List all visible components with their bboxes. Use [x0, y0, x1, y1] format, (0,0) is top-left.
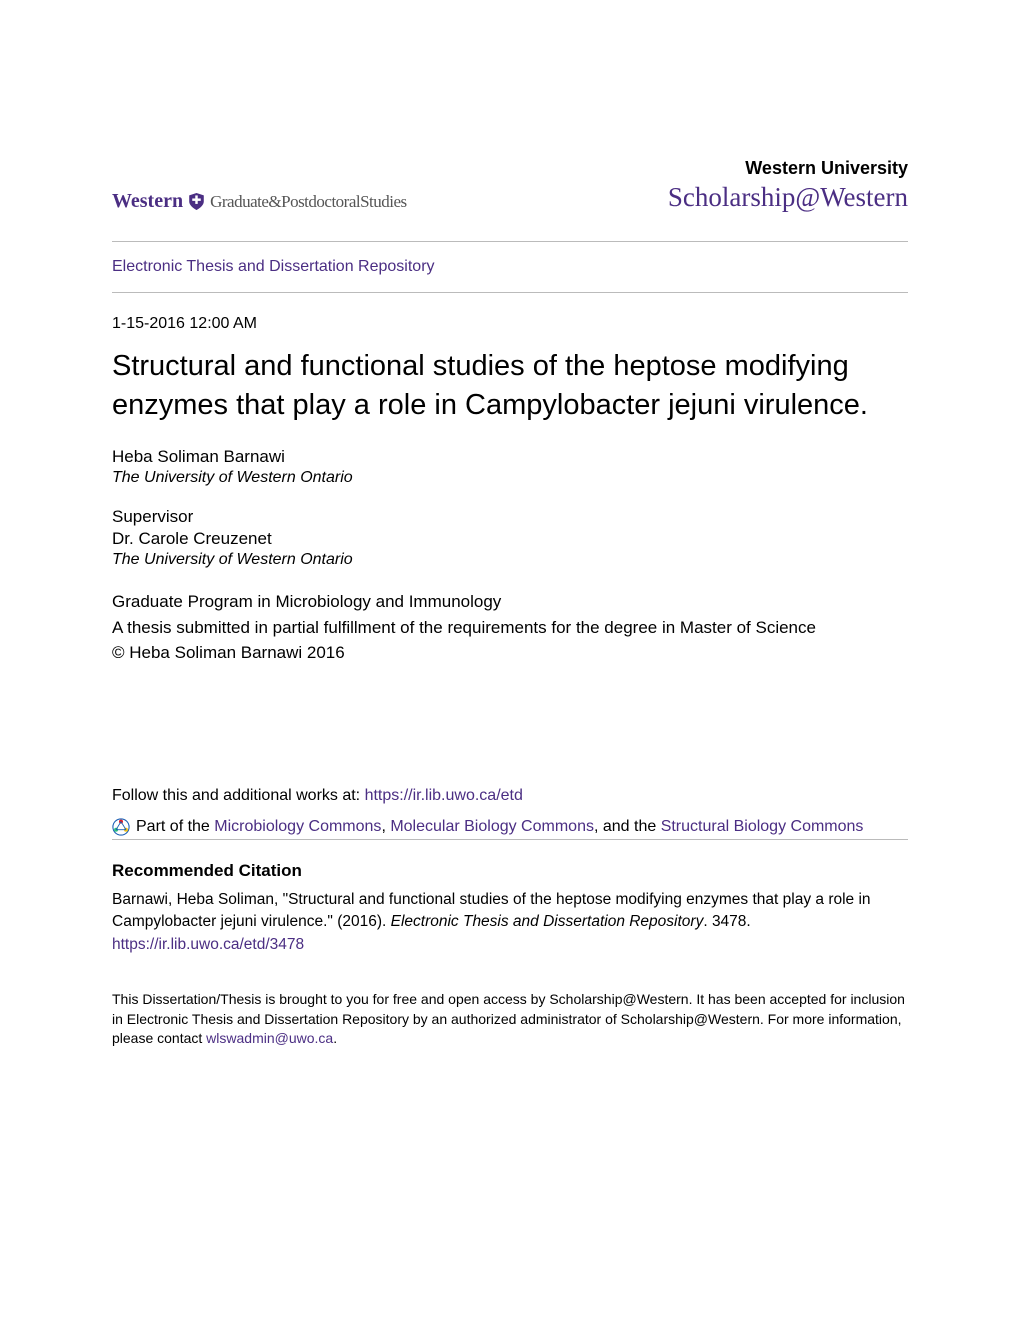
- supervisor-name: Dr. Carole Creuzenet: [112, 529, 908, 549]
- thesis-statement: A thesis submitted in partial fulfillmen…: [112, 615, 908, 641]
- commons-line: Part of the Microbiology Commons, Molecu…: [112, 815, 908, 840]
- record-title: Structural and functional studies of the…: [112, 347, 908, 425]
- commons-prefix: Part of the: [136, 818, 214, 835]
- divider: [112, 839, 908, 840]
- publication-date: 1-15-2016 12:00 AM: [112, 315, 908, 333]
- graduate-program: Graduate Program in Microbiology and Imm…: [112, 589, 908, 615]
- network-commons-icon: [112, 818, 130, 836]
- follow-line: Follow this and additional works at: htt…: [112, 784, 908, 809]
- citation-venue: Electronic Thesis and Dissertation Repos…: [391, 913, 704, 930]
- collection-link[interactable]: Electronic Thesis and Dissertation Repos…: [112, 258, 435, 276]
- divider: [112, 241, 908, 242]
- page-header: Western Graduate&PostdoctoralStudies Wes…: [112, 158, 908, 213]
- follow-block: Follow this and additional works at: htt…: [112, 784, 908, 1049]
- recommended-citation: Barnawi, Heba Soliman, "Structural and f…: [112, 889, 908, 956]
- repository-link[interactable]: Scholarship@Western: [668, 182, 908, 212]
- author-block: Heba Soliman Barnawi The University of W…: [112, 447, 908, 487]
- access-statement: This Dissertation/Thesis is brought to y…: [112, 990, 908, 1049]
- commons-link-3[interactable]: Structural Biology Commons: [661, 818, 864, 835]
- shield-icon: [189, 193, 204, 210]
- commons-text: Part of the Microbiology Commons, Molecu…: [136, 815, 908, 840]
- follow-intro: Follow this and additional works at:: [112, 787, 365, 804]
- institution-logo: Western Graduate&PostdoctoralStudies: [112, 190, 407, 213]
- institution-name: Western University: [668, 158, 908, 179]
- commons-link-2[interactable]: Molecular Biology Commons: [390, 818, 594, 835]
- author-name: Heba Soliman Barnawi: [112, 447, 908, 467]
- footer-text-after: .: [333, 1030, 337, 1046]
- cover-page: Western Graduate&PostdoctoralStudies Wes…: [0, 0, 1020, 1109]
- logo-wordmark: Western: [112, 190, 183, 213]
- citation-text-after: . 3478.: [703, 913, 750, 930]
- supervisor-block: Supervisor Dr. Carole Creuzenet The Univ…: [112, 507, 908, 569]
- logo-subunit: Graduate&PostdoctoralStudies: [210, 192, 407, 212]
- author-affiliation: The University of Western Ontario: [112, 469, 908, 487]
- follow-url[interactable]: https://ir.lib.uwo.ca/etd: [365, 787, 523, 804]
- supervisor-label: Supervisor: [112, 507, 908, 527]
- supervisor-affiliation: The University of Western Ontario: [112, 551, 908, 569]
- recommended-citation-heading: Recommended Citation: [112, 858, 908, 884]
- repository-branding: Western University Scholarship@Western: [668, 158, 908, 213]
- copyright-line: © Heba Soliman Barnawi 2016: [112, 640, 908, 666]
- contact-email[interactable]: wlswadmin@uwo.ca: [206, 1030, 333, 1046]
- citation-url[interactable]: https://ir.lib.uwo.ca/etd/3478: [112, 936, 304, 953]
- commons-link-1[interactable]: Microbiology Commons: [214, 818, 381, 835]
- divider: [112, 292, 908, 293]
